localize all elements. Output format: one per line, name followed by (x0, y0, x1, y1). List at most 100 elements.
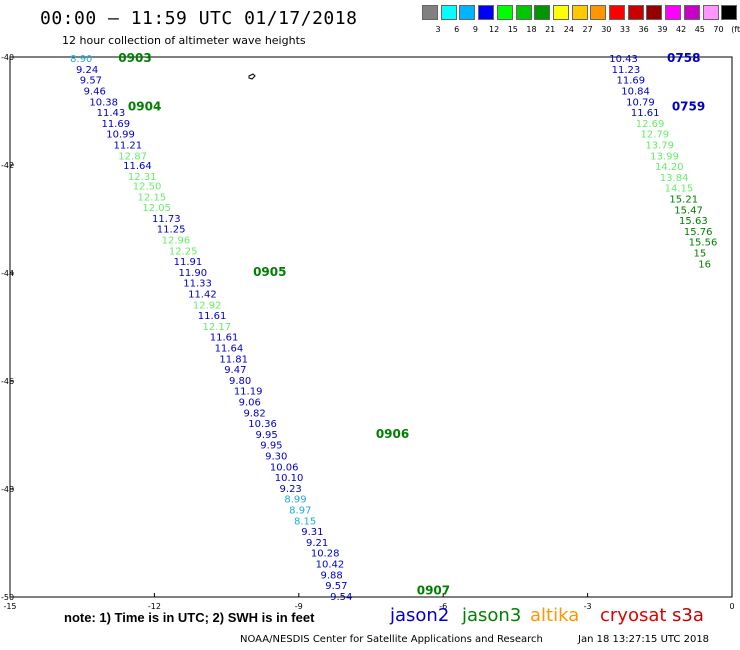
wave-height-label: 10.99 (106, 130, 135, 141)
footer-credit: NOAA/NESDIS Center for Satellite Applica… (240, 634, 543, 645)
pass-time-labels: 0903 0904 0905 0906 0907 0758 0759 (118, 51, 705, 597)
wave-height-label: 11.61 (631, 108, 660, 119)
pass-time-label: 0904 (128, 100, 161, 114)
legend-swatch (683, 5, 700, 20)
satellite-jason2: jason2 (390, 605, 450, 626)
units-note: note: 1) Time is in UTC; 2) SWH is in fe… (64, 610, 315, 625)
y-tick-label: -50 (1, 593, 14, 602)
wave-height-label: 12.05 (142, 203, 171, 214)
wave-height-label: 8.90 (70, 54, 92, 65)
legend-label: 42 (676, 25, 687, 34)
legend-swatch (478, 5, 495, 20)
wave-height-label: 9.24 (76, 65, 98, 76)
wave-height-label: 11.73 (152, 214, 181, 225)
wave-height-label: 9.06 (239, 398, 261, 409)
pass-time-label: 0758 (667, 51, 700, 65)
legend-swatch (459, 5, 476, 20)
pass-time-label: 0907 (417, 584, 450, 598)
wave-height-label: 9.57 (80, 76, 102, 87)
wave-height-label: 15.21 (669, 194, 698, 205)
legend-label: 15 (507, 25, 518, 34)
wave-height-label: 9.21 (306, 538, 328, 549)
wave-height-label: 12.50 (133, 182, 162, 193)
y-tick-label: -40 (1, 53, 14, 62)
wave-height-label: 9.30 (265, 452, 287, 463)
legend-label: 6 (454, 25, 460, 34)
x-tick-label: -6 (439, 602, 447, 611)
wave-height-label: 9.54 (330, 592, 352, 603)
legend-swatch (702, 5, 719, 20)
wave-height-label: 13.79 (645, 140, 674, 151)
legend-swatch (571, 5, 588, 20)
wave-height-label: 14.15 (665, 184, 694, 195)
wave-height-label: 10.43 (609, 54, 638, 65)
x-tick-label: 0 (729, 602, 734, 611)
wave-height-label: 11.61 (198, 311, 227, 322)
y-tick-label: -44 (1, 269, 14, 278)
map-frame (9, 56, 733, 598)
legend-swatch (721, 5, 738, 20)
wave-height-label: 10.06 (270, 462, 299, 473)
legend-label: 21 (545, 25, 556, 34)
wave-height-label: 11.64 (215, 344, 244, 355)
wave-height-label: 12.92 (193, 300, 222, 311)
legend-swatch (627, 5, 644, 20)
wave-height-label: 15 (693, 248, 706, 259)
wave-height-label: 9.95 (255, 430, 277, 441)
wave-height-label: 13.99 (650, 151, 679, 162)
page-title: 00:00 – 11:59 UTC 01/17/2018 (40, 8, 358, 29)
pass-time-label: 0903 (118, 51, 151, 65)
wave-height-label: 12.15 (138, 192, 167, 203)
wave-height-label: 10.36 (248, 419, 277, 430)
legend-label: 30 (601, 25, 612, 34)
x-tick-label: -3 (584, 602, 592, 611)
wave-height-label: 11.69 (101, 119, 130, 130)
wave-height-label: 9.95 (260, 441, 282, 452)
wave-height-label: 11.81 (219, 354, 248, 365)
wave-height-label: 16 (698, 259, 711, 270)
y-tick-label: -48 (1, 485, 14, 494)
legend-swatch (422, 5, 438, 20)
legend-label: 45 (694, 25, 705, 34)
wave-height-label: 11.43 (97, 108, 126, 119)
page-subtitle: 12 hour collection of altimeter wave hei… (62, 34, 306, 47)
legend-swatch (515, 5, 532, 20)
wave-height-label: 15.47 (674, 205, 703, 216)
wave-height-label: 9.31 (301, 527, 323, 538)
footer-timestamp: Jan 18 13:27:15 UTC 2018 (578, 634, 710, 645)
legend-label: 3 (435, 25, 441, 34)
wave-height-label: 10.28 (311, 549, 340, 560)
pass-time-label: 0759 (672, 100, 705, 114)
pass-time-label: 0905 (253, 265, 286, 279)
wave-height-label: 10.42 (316, 560, 345, 571)
x-tick-label: -12 (148, 602, 161, 611)
legend-swatch (440, 5, 457, 20)
legend-label: 18 (526, 25, 537, 34)
legend-label: 39 (657, 25, 668, 34)
wave-height-observations: 8.909.249.579.4610.3811.4311.6910.9911.2… (70, 54, 717, 603)
wave-height-label: 8.97 (289, 506, 311, 517)
y-tick-label: -42 (1, 161, 14, 170)
legend-label: 33 (619, 25, 631, 34)
wave-height-label: 11.42 (188, 290, 217, 301)
wave-height-label: 8.15 (294, 516, 316, 527)
wave-height-label: 12.96 (162, 236, 191, 247)
wave-height-label: 11.69 (616, 76, 645, 87)
wave-height-label: 11.25 (157, 225, 186, 236)
wave-height-label: 12.87 (118, 151, 147, 162)
legend-label: 36 (638, 25, 649, 34)
legend-swatch (534, 5, 551, 20)
y-tick-label: -46 (1, 377, 14, 386)
legend-swatch (609, 5, 625, 20)
satellite-s3a: s3a (672, 605, 704, 626)
wave-height-label: 11.64 (123, 161, 152, 172)
legend-label: 12 (489, 25, 500, 34)
small-island-outline (248, 73, 256, 80)
legend-swatch (646, 5, 663, 20)
wave-height-label: 9.23 (280, 484, 302, 495)
axis-ticks: -15 -12 -9 -6 -3 0 -40 -42 -44 -46 -48 -50 (1, 53, 735, 611)
wave-height-label: 13.84 (660, 173, 689, 184)
wave-height-label: 11.90 (178, 268, 207, 279)
wave-height-label: 11.23 (612, 65, 641, 76)
